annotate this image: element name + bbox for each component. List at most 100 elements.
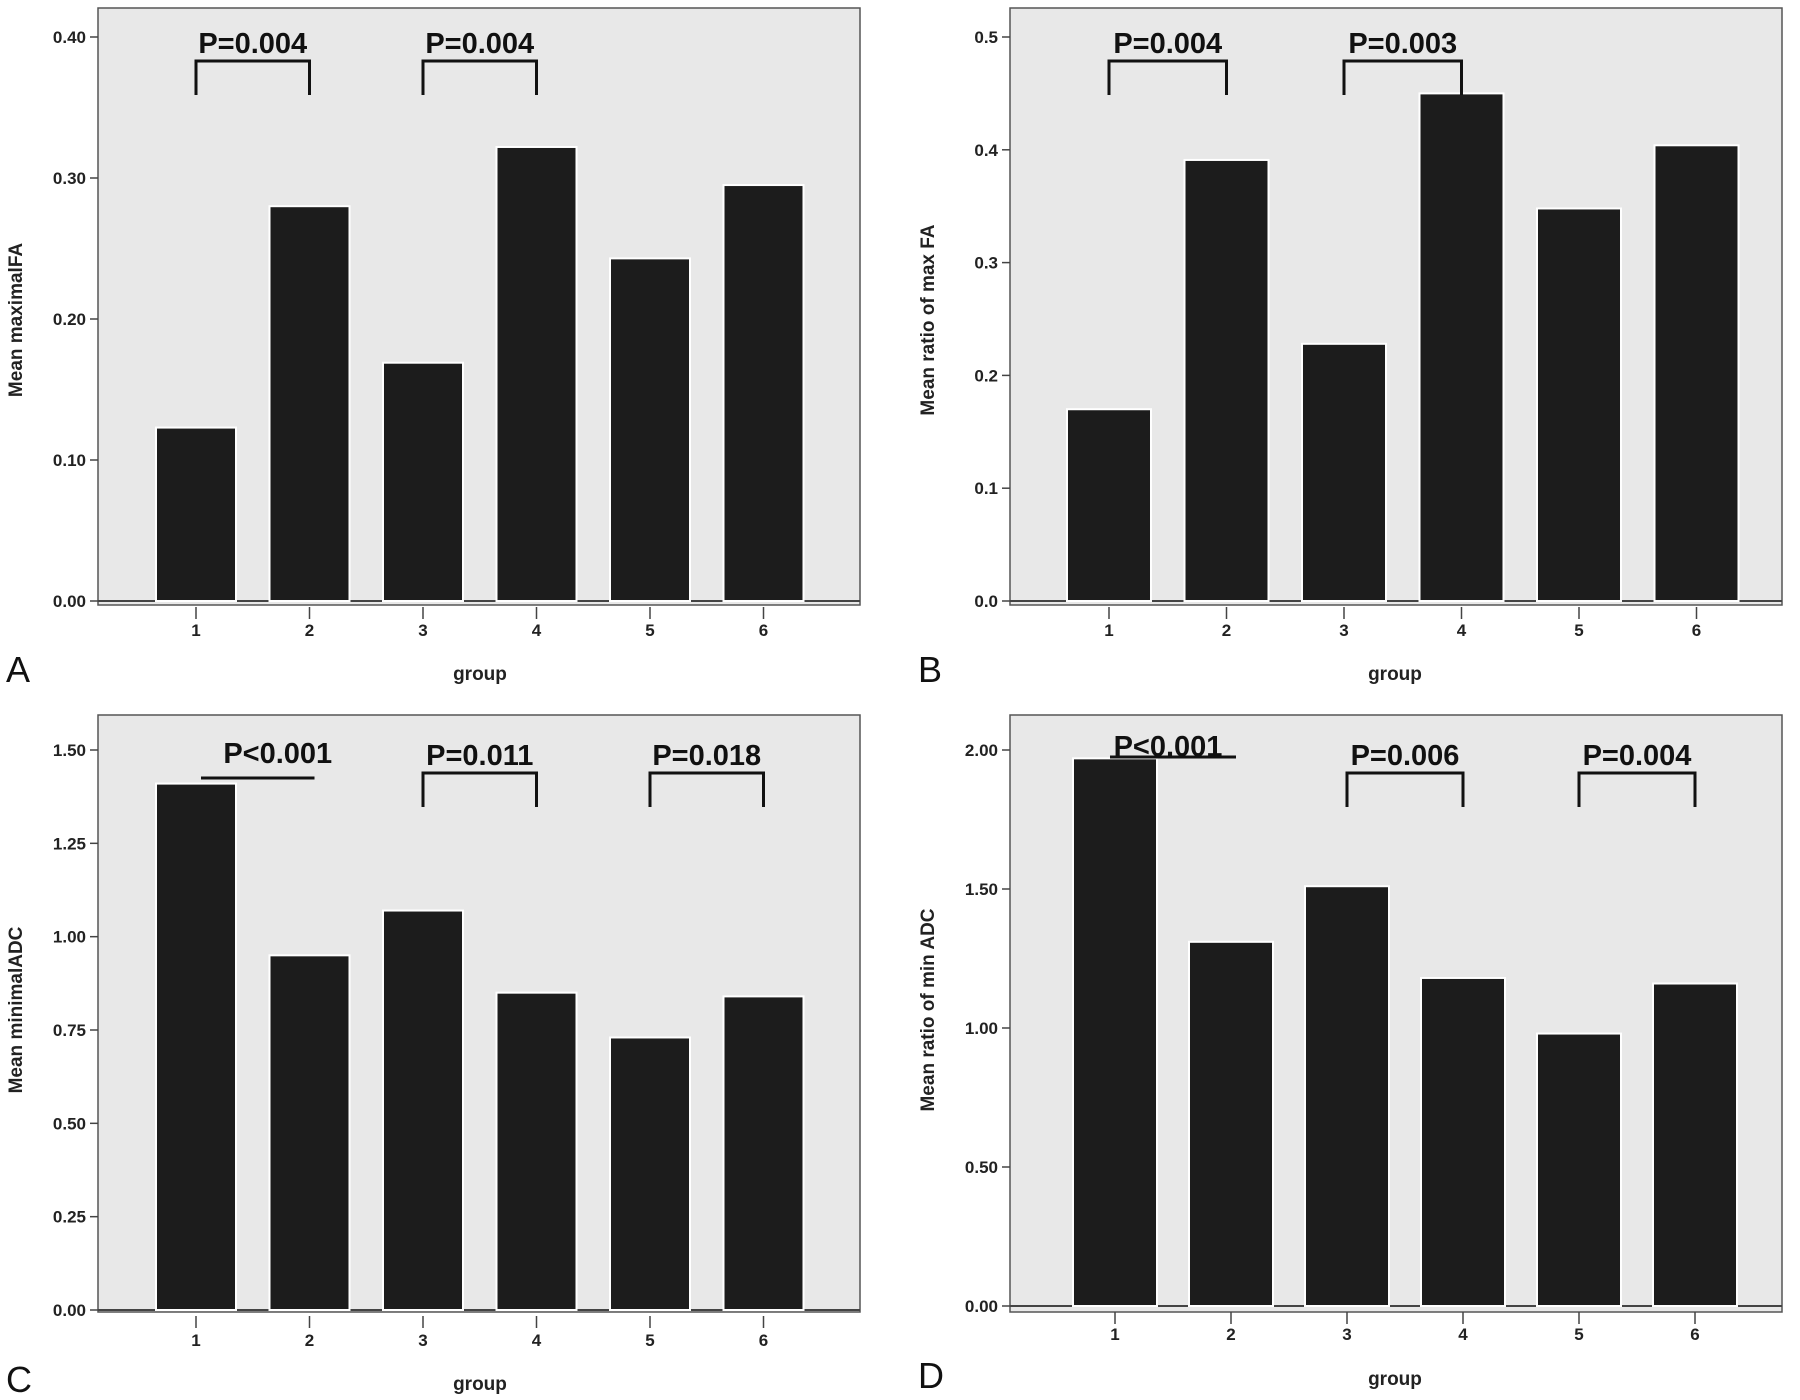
panel-letter: A — [6, 649, 30, 690]
bar-group-1 — [1072, 757, 1158, 1307]
x-axis-title: group — [453, 664, 507, 685]
significance-annotation: P=0.018 — [648, 740, 765, 807]
bar-group-3 — [382, 361, 464, 602]
chart-panel-A: 0.00 0.10 0.20 0.30 0.40 1 2 3 4 5 6 group Mean maxi… — [6, 7, 861, 690]
x-tick-label: 1 — [191, 1331, 200, 1350]
y-axis-title: Mean ratio of min ADC — [918, 908, 939, 1111]
bar-group-5 — [609, 257, 691, 602]
y-tick-label: 0.0 — [974, 592, 998, 611]
y-tick-label: 0.00 — [53, 592, 86, 611]
bar-group-5 — [609, 1036, 691, 1311]
bar-group-6 — [1653, 144, 1740, 602]
y-tick-label: 1.50 — [53, 741, 86, 760]
y-tick-label: 0.25 — [53, 1208, 86, 1227]
bar-group-3 — [382, 909, 464, 1311]
p-value-label: P=0.004 — [1113, 28, 1222, 60]
bar-group-5 — [1536, 207, 1622, 602]
significance-bracket — [1577, 771, 1697, 807]
y-axis-title: Mean minimalADC — [6, 926, 27, 1093]
y-tick-label: 0.5 — [974, 28, 998, 47]
bar-group-4 — [1420, 976, 1506, 1308]
significance-annotation: P=0.004 — [194, 28, 311, 95]
panel-letter: B — [918, 649, 942, 690]
y-axis-title: Mean ratio of max FA — [918, 224, 939, 415]
x-tick-label: 2 — [305, 621, 314, 640]
significance-annotation: P<0.001 — [201, 738, 332, 780]
y-tick-label: 0.50 — [53, 1114, 86, 1133]
x-tick-label: 4 — [1457, 621, 1467, 640]
significance-annotation: P=0.004 — [1107, 28, 1228, 95]
y-tick-label: 0.50 — [965, 1158, 998, 1177]
y-tick-label: 0.3 — [974, 254, 998, 273]
y-tick-label: 0.75 — [53, 1021, 86, 1040]
y-tick-label: 2.00 — [965, 741, 998, 760]
bar-group-1 — [155, 426, 237, 602]
x-tick-label: 4 — [532, 621, 542, 640]
y-tick-label: 0.00 — [965, 1297, 998, 1316]
x-tick-label: 5 — [1574, 1325, 1583, 1344]
x-tick-label: 6 — [1690, 1325, 1699, 1344]
bar-group-6 — [722, 995, 805, 1312]
x-axis-title: group — [1368, 1369, 1422, 1390]
x-tick-label: 5 — [645, 1331, 654, 1350]
y-tick-label: 0.2 — [974, 366, 998, 385]
x-tick-label: 2 — [1226, 1325, 1235, 1344]
bar-group-6 — [1652, 982, 1738, 1308]
y-tick-label: 0.30 — [53, 169, 86, 188]
x-tick-label: 5 — [1574, 621, 1583, 640]
p-value-label: P<0.001 — [1114, 731, 1223, 763]
bar-group-1 — [155, 782, 237, 1311]
x-tick-label: 4 — [532, 1331, 542, 1350]
significance-annotation: P=0.004 — [1577, 740, 1697, 807]
significance-bracket — [421, 59, 538, 95]
bar-group-3 — [1301, 342, 1387, 602]
x-tick-label: 3 — [1342, 1325, 1351, 1344]
bar-group-2 — [1188, 940, 1274, 1307]
significance-bracket — [194, 59, 311, 95]
p-value-label: P=0.003 — [1348, 28, 1457, 60]
x-axis-title: group — [1368, 664, 1422, 685]
y-tick-label: 0.20 — [53, 310, 86, 329]
x-tick-label: 4 — [1458, 1325, 1468, 1344]
y-tick-label: 1.25 — [53, 834, 86, 853]
x-tick-label: 3 — [418, 621, 427, 640]
p-value-label: P=0.004 — [425, 28, 534, 60]
chart-panel-D: 0.00 0.50 1.00 1.50 2.00 1 2 3 4 5 6 group Mean rati… — [918, 714, 1783, 1396]
x-tick-label: 2 — [1222, 621, 1231, 640]
p-value-label: P=0.004 — [198, 28, 307, 60]
y-axis-title: Mean maximalFA — [6, 243, 27, 397]
significance-bracket — [1107, 59, 1228, 95]
panel-letter: C — [6, 1359, 32, 1395]
significance-annotation: P=0.006 — [1345, 740, 1465, 807]
y-tick-label: 0.10 — [53, 451, 86, 470]
bar-group-5 — [1536, 1032, 1622, 1308]
bar-group-2 — [268, 205, 351, 602]
x-tick-label: 3 — [418, 1331, 427, 1350]
significance-annotation: P<0.001 — [1110, 731, 1236, 763]
y-tick-label: 0.40 — [53, 28, 86, 47]
bar-group-6 — [722, 184, 805, 603]
bar-group-4 — [495, 991, 578, 1312]
x-tick-label: 1 — [1104, 621, 1113, 640]
significance-bracket — [1345, 771, 1465, 807]
x-tick-label: 5 — [645, 621, 654, 640]
x-axis-title: group — [453, 1374, 507, 1395]
significance-bracket — [421, 771, 538, 807]
x-tick-label: 6 — [759, 1331, 768, 1350]
bar-group-4 — [495, 145, 578, 602]
y-tick-label: 0.1 — [974, 479, 998, 498]
x-tick-label: 1 — [191, 621, 200, 640]
p-value-label: P=0.011 — [426, 740, 533, 772]
chart-panel-C: 0.00 0.25 0.50 0.75 1.00 1.25 1.50 1 2 3 4 5 6 group M… — [6, 714, 861, 1400]
bar-group-1 — [1066, 408, 1152, 602]
y-tick-label: 1.00 — [53, 928, 86, 947]
p-value-label: P=0.006 — [1351, 740, 1460, 772]
significance-bracket — [1342, 59, 1463, 95]
y-tick-label: 0.4 — [974, 141, 998, 160]
x-tick-label: 1 — [1110, 1325, 1119, 1344]
x-tick-label: 6 — [1692, 621, 1701, 640]
significance-annotation: P=0.003 — [1342, 28, 1463, 95]
p-value-label: P=0.004 — [1583, 740, 1692, 772]
